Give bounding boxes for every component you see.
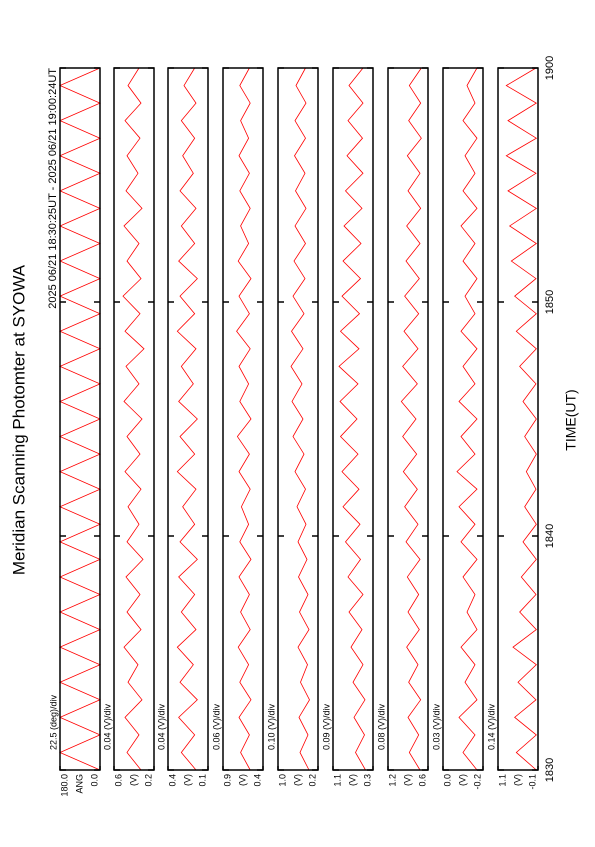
plot-area: Meridian Scanning Photomter at SYOWA 202… [9, 56, 578, 797]
y-tick-label: 0.4 [252, 774, 262, 787]
trace [338, 67, 366, 771]
panel-frame [497, 67, 539, 771]
y-tick-label: 1.2 [387, 774, 397, 787]
y-axis-label: (V) [292, 774, 302, 786]
y-tick-label: -0.1 [527, 774, 537, 790]
y-tick-label: -0.2 [472, 774, 482, 790]
y-tick-label: 0.0 [442, 774, 452, 787]
y-axis-label: (V) [402, 774, 412, 786]
y-axis-label: (V) [182, 774, 192, 786]
panel-frame [59, 67, 101, 771]
y-tick-label: 0.3 [362, 774, 372, 787]
x-tick-label: 1840 [544, 524, 556, 548]
scale-label: 0.09 (V)/div [321, 703, 331, 750]
x-tick-label: 1900 [544, 56, 556, 80]
scale-label: 0.04 (V)/div [102, 703, 112, 750]
scale-label: 0.03 (V)/div [431, 703, 441, 750]
scale-label: 22.5 (deg)/div [48, 694, 58, 750]
panel-frame [277, 67, 319, 771]
trace [176, 67, 198, 771]
y-axis-label: (V) [347, 774, 357, 786]
chart-title: Meridian Scanning Photomter at SYOWA [9, 264, 28, 575]
trace [59, 67, 101, 771]
y-tick-label: 0.2 [307, 774, 317, 787]
y-tick-label: 1.1 [497, 774, 507, 787]
panel-frame [167, 67, 209, 771]
scale-label: 0.08 (V)/div [376, 703, 386, 750]
x-tick-label: 1830 [544, 758, 556, 782]
panel-frame [222, 67, 264, 771]
y-axis-label: ANG [74, 774, 84, 794]
trace [290, 67, 310, 771]
scale-label: 0.04 (V)/div [156, 703, 166, 750]
y-axis-label: (V) [457, 774, 467, 786]
scale-label: 0.10 (V)/div [266, 703, 276, 750]
scale-label: 0.14 (V)/div [486, 703, 496, 750]
y-tick-label: 180.0 [59, 774, 69, 797]
x-tick-label: 1850 [544, 290, 556, 314]
scale-label: 0.06 (V)/div [211, 703, 221, 750]
y-tick-label: 0.2 [143, 774, 153, 787]
trace [122, 67, 145, 771]
trace [236, 67, 252, 771]
y-tick-label: 0.4 [167, 774, 177, 787]
panel-frame [113, 67, 155, 771]
panel-frame [442, 67, 484, 771]
panel-frame [332, 67, 374, 771]
y-tick-label: 0.0 [89, 774, 99, 787]
y-axis-label: (V) [512, 774, 522, 786]
x-axis-label: TIME(UT) [563, 389, 579, 450]
y-tick-label: 0.1 [197, 774, 207, 787]
panel-frame [387, 67, 429, 771]
y-tick-label: 1.1 [332, 774, 342, 787]
y-axis-label: (V) [237, 774, 247, 786]
trace [400, 67, 422, 771]
trace [505, 67, 538, 771]
y-tick-label: 1.0 [277, 774, 287, 787]
y-tick-label: 0.6 [417, 774, 427, 787]
subtitle: 2025 06/21 18:30:25UT - 2025 06/21 19:00… [47, 68, 59, 309]
y-tick-label: 0.9 [222, 774, 232, 787]
trace [456, 67, 478, 771]
y-axis-label: (V) [128, 774, 138, 786]
y-tick-label: 0.6 [113, 774, 123, 787]
